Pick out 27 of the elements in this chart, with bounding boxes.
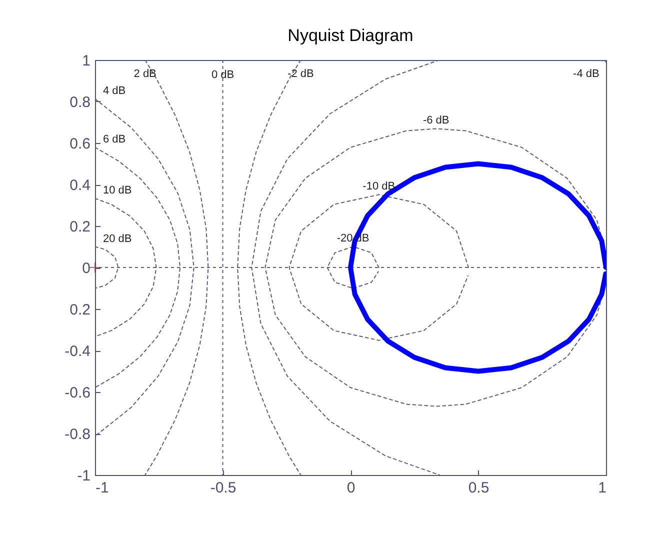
x-tick-label: -1 bbox=[96, 480, 109, 496]
annotation: -4 dB bbox=[573, 68, 600, 80]
y-tick-label: 0.2 bbox=[70, 218, 90, 236]
chart-title: Nyquist Diagram bbox=[288, 26, 414, 45]
annotation: -2 dB bbox=[288, 68, 314, 80]
y-tick-label: 0.6 bbox=[70, 136, 90, 152]
y-tick-label: 0.4 bbox=[70, 177, 90, 194]
annotation: -6 dB bbox=[422, 114, 450, 127]
annotation: -10 dB bbox=[362, 180, 396, 193]
y-tick-label: 0.2 bbox=[70, 302, 90, 318]
ref-line-label: 0 dB bbox=[211, 69, 234, 81]
y-tick-label: -0.6 bbox=[64, 384, 90, 402]
y-tick-label: 1 bbox=[82, 52, 90, 70]
annotation: 2 dB bbox=[134, 68, 156, 80]
annotation: 20 dB bbox=[103, 232, 132, 245]
annotation: 4 dB bbox=[103, 84, 126, 97]
annotation: 6 dB bbox=[103, 133, 126, 146]
y-tick-label: 0.8 bbox=[70, 94, 90, 111]
y-tick-label: -1 bbox=[77, 468, 90, 484]
annotation: 10 dB bbox=[103, 184, 132, 196]
y-tick-label: -0.8 bbox=[64, 426, 90, 443]
x-tick-label: 1 bbox=[598, 480, 606, 496]
x-tick-label: 0 bbox=[346, 480, 356, 496]
y-tick-label: 0 bbox=[82, 260, 90, 277]
x-tick-label: 0.5 bbox=[468, 480, 490, 496]
y-tick-label: -0.4 bbox=[64, 343, 90, 360]
x-tick-label: -0.5 bbox=[210, 480, 236, 496]
